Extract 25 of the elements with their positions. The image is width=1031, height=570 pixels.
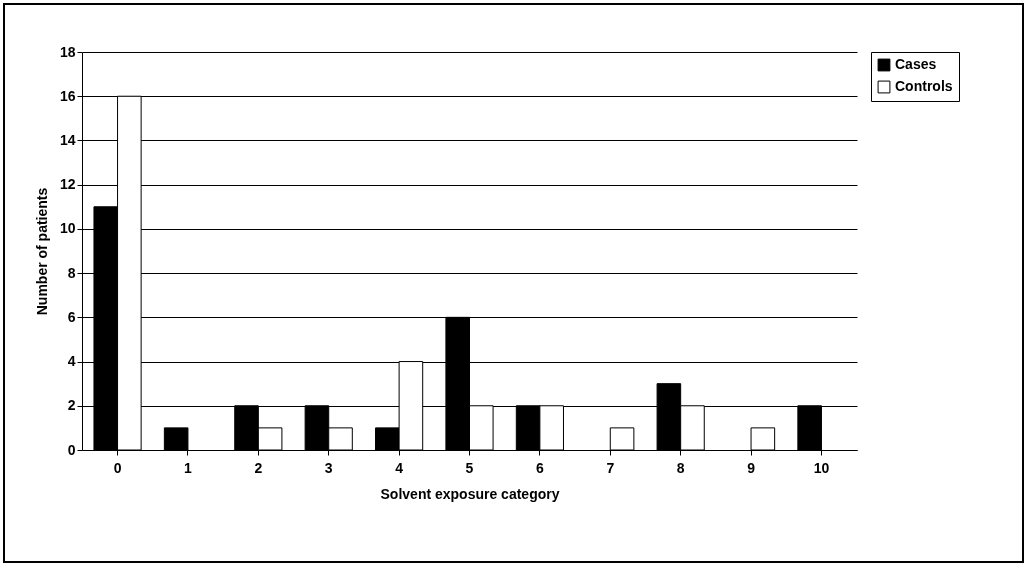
- y-tick-label: 4: [67, 353, 76, 370]
- y-tick-label: 0: [67, 441, 76, 458]
- y-tick-label: 2: [67, 397, 76, 414]
- x-tick-label: 9: [747, 459, 756, 476]
- x-tick-label: 5: [465, 459, 474, 476]
- x-tick-label: 1: [184, 459, 193, 476]
- x-tick-label: 7: [606, 459, 615, 476]
- y-tick-label: 10: [59, 220, 76, 237]
- x-axis-title: Solvent exposure category: [380, 485, 560, 502]
- y-tick-label: 6: [67, 308, 76, 325]
- legend-label: Controls: [895, 78, 953, 94]
- y-tick-label: 16: [59, 87, 76, 104]
- y-tick-label: 18: [59, 43, 76, 60]
- y-axis-title: Number of patients: [33, 187, 50, 316]
- x-tick-label: 6: [535, 459, 544, 476]
- x-tick-label: 4: [395, 459, 404, 476]
- y-tick-label: 8: [67, 264, 76, 281]
- legend-label: Cases: [895, 56, 937, 72]
- x-tick-label: 8: [676, 459, 685, 476]
- x-tick-label: 10: [813, 459, 830, 476]
- y-tick-label: 14: [59, 131, 76, 148]
- y-tick-label: 12: [59, 176, 76, 193]
- x-tick-label: 2: [254, 459, 263, 476]
- x-tick-label: 3: [324, 459, 333, 476]
- x-tick-label: 0: [113, 459, 122, 476]
